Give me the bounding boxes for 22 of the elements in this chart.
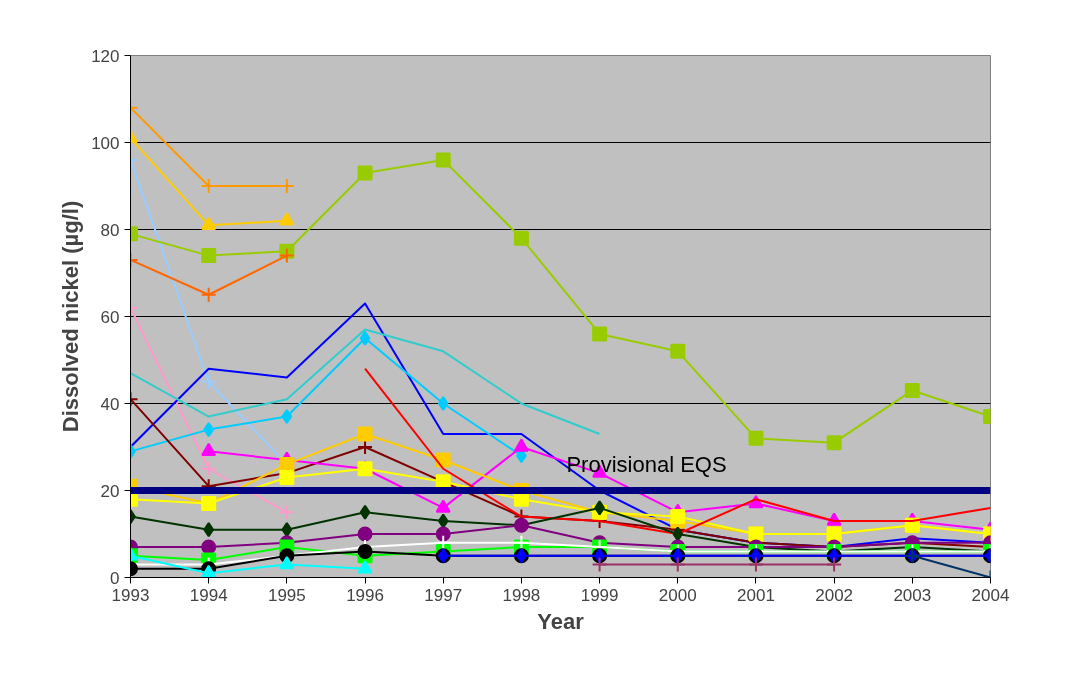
x-tick-label: 1995 — [267, 585, 306, 605]
ref-line-label: Provisional EQS — [566, 451, 727, 477]
x-tick-label: 2002 — [815, 585, 854, 605]
x-tick-label: 1998 — [502, 585, 541, 605]
x-tick-label: 2000 — [658, 585, 697, 605]
y-tick-label: 80 — [100, 220, 120, 240]
y-tick-label: 20 — [100, 481, 120, 501]
y-tick-label: 0 — [110, 568, 120, 588]
y-tick-label: 40 — [100, 394, 120, 414]
y-axis-title: Dissolved nickel (µg/l) — [58, 200, 84, 433]
x-tick-label: 1996 — [346, 585, 384, 605]
x-axis-title: Year — [537, 608, 585, 634]
x-tick-label: 2001 — [737, 585, 775, 605]
x-tick-label: 1999 — [580, 585, 619, 605]
x-tick-label: 2003 — [893, 585, 932, 605]
y-tick-label: 120 — [91, 46, 120, 66]
x-tick-label: 2004 — [971, 585, 1010, 605]
x-tick-label: 1997 — [424, 585, 463, 605]
x-tick-label: 1993 — [111, 585, 150, 605]
y-tick-label: 60 — [100, 307, 120, 327]
x-tick-label: 1994 — [189, 585, 228, 605]
y-tick-label: 100 — [91, 133, 120, 153]
